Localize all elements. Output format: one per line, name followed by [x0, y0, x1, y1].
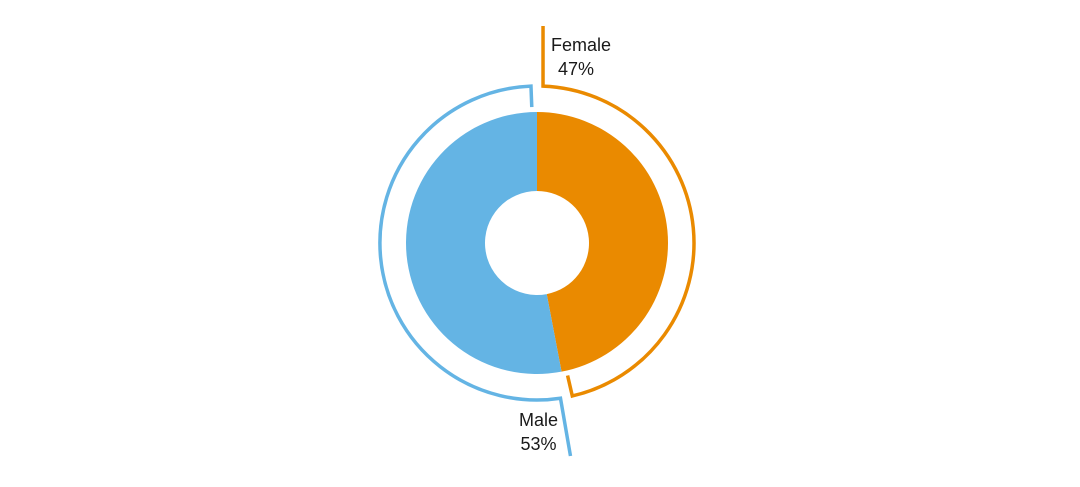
slice-female [537, 112, 669, 372]
outline-male [378, 84, 573, 457]
outline-female [541, 26, 696, 399]
outline-layer [378, 26, 696, 457]
label-male-name: Male [519, 410, 558, 430]
label-female-name: Female [551, 35, 611, 55]
label-female-percent: 47% [558, 59, 594, 79]
labels-layer: Female 47% Male 53% [519, 35, 611, 454]
slice-male [406, 112, 562, 374]
slices-layer [406, 112, 669, 374]
label-male-percent: 53% [520, 434, 556, 454]
